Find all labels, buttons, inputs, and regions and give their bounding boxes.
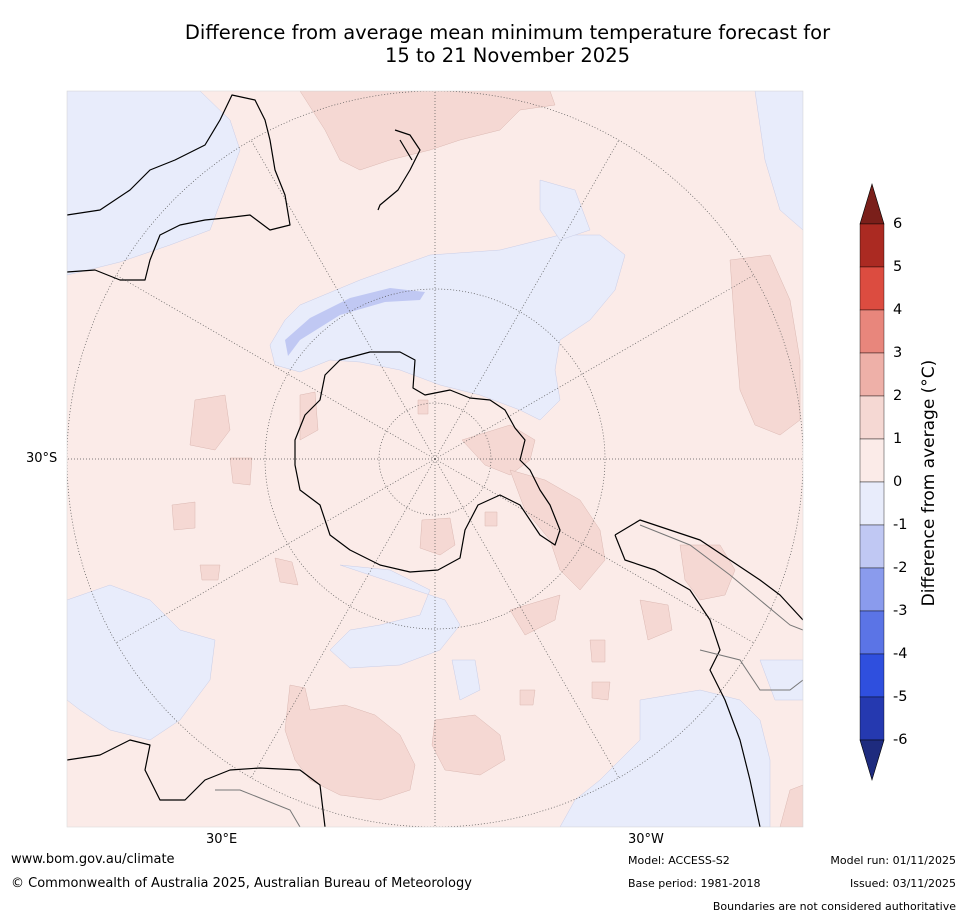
- warm-region-antarctic-east-small: [484, 511, 498, 527]
- new-zealand-coastline: [377, 129, 421, 211]
- australia-coastline: [67, 94, 291, 281]
- warm-region-antarctic-west: [299, 391, 319, 441]
- colorbar-tick-label: -1: [893, 517, 908, 533]
- meridian-240: [434, 458, 755, 644]
- warm-region-antarctic-interior: [419, 517, 456, 556]
- colorbar-tick-label: -5: [893, 689, 908, 705]
- colorbar-tick-label: -3: [893, 603, 908, 619]
- colorbar-tick-label: 5: [893, 259, 903, 275]
- colorbar-bin: [859, 266, 885, 311]
- meridian-30: [250, 139, 436, 460]
- cool-region-southeast-ocean: [539, 179, 591, 241]
- map-title: Difference from average mean minimum tem…: [60, 21, 955, 67]
- south-america-coastline: [614, 519, 803, 827]
- africa-boundary: [215, 789, 301, 827]
- parallel-60s: [264, 288, 606, 630]
- title-line-2: 15 to 21 November 2025: [384, 44, 631, 67]
- cool-band-moderate: [285, 288, 425, 356]
- footer-model-run: Model run: 01/11/2025: [830, 854, 956, 867]
- warm-region-west-small-2: [229, 457, 253, 486]
- colorbar-tick-label: -2: [893, 560, 908, 576]
- cool-region-east-coast: [759, 659, 803, 701]
- colorbar: [859, 182, 885, 782]
- colorbar-tick-label: 4: [893, 302, 903, 318]
- colorbar-tick-label: 2: [893, 388, 903, 404]
- warm-region-west-small-3: [171, 501, 196, 531]
- colorbar-tick-label: -4: [893, 646, 908, 662]
- colorbar-extend-bottom: [859, 739, 885, 782]
- colorbar-bin: [859, 309, 885, 354]
- footer-url: www.bom.gov.au/climate: [11, 852, 175, 867]
- footer-base-period: Base period: 1981-2018: [628, 877, 761, 890]
- lon-label-30e: 30°E: [206, 832, 238, 847]
- warm-region-west-small-5: [274, 557, 299, 586]
- warm-region-north: [299, 91, 556, 171]
- warm-region-peninsula: [461, 424, 536, 476]
- africa-coastline: [67, 739, 326, 827]
- meridian-150: [250, 458, 436, 779]
- colorbar-tick-label: 3: [893, 345, 903, 361]
- cool-region-south-small: [451, 659, 481, 701]
- colorbar-bin: [859, 696, 885, 741]
- cool-anomaly-regions: [67, 91, 803, 827]
- warm-region-south-small-1: [639, 599, 673, 641]
- warm-region-south-large: [284, 684, 416, 801]
- footer-disclaimer: Boundaries are not considered authoritat…: [712, 900, 956, 913]
- parallel-80s: [378, 402, 492, 516]
- colorbar-extend-top: [859, 182, 885, 225]
- meridian-300: [434, 274, 755, 460]
- colorbar-bin: [859, 438, 885, 483]
- colorbar-bin: [859, 610, 885, 655]
- warm-region-south-ocean: [509, 594, 561, 636]
- warm-region-south-center: [431, 714, 506, 776]
- country-boundaries: [215, 524, 803, 827]
- colorbar-bin: [859, 524, 885, 569]
- warm-region-west-small: [189, 394, 231, 451]
- cool-region-southwest: [67, 584, 216, 741]
- warm-region-bottom-right: [779, 784, 803, 827]
- warm-region-antarctic-shelf: [417, 399, 429, 415]
- colorbar-bin: [859, 567, 885, 612]
- colorbar-bin: [859, 481, 885, 526]
- cool-region-northeast: [754, 91, 803, 231]
- colorbar-bin: [859, 395, 885, 440]
- colorbar-tick-label: -6: [893, 732, 908, 748]
- meridian-120: [115, 458, 436, 644]
- colorbar-bin: [859, 223, 885, 268]
- south-america-boundary: [639, 524, 803, 691]
- map-frame: [66, 90, 804, 828]
- cool-region-ring: [269, 234, 626, 421]
- colorbar-tick-label: 0: [893, 474, 903, 490]
- footer-model: Model: ACCESS-S2: [628, 854, 730, 867]
- lon-label-30w: 30°W: [628, 832, 664, 847]
- footer-copyright: © Commonwealth of Australia 2025, Austra…: [11, 876, 472, 891]
- warm-region-east-mid: [679, 544, 736, 601]
- cool-region-south-central: [329, 564, 461, 669]
- coastlines: [67, 94, 803, 827]
- title-line-1: Difference from average mean minimum tem…: [184, 21, 831, 44]
- antarctica-coastline: [294, 351, 561, 573]
- colorbar-label: Difference from average (°C): [919, 359, 939, 607]
- warm-region-east-far: [729, 254, 801, 436]
- warm-region-west-small-4: [199, 564, 221, 581]
- warm-region-south-small-3: [591, 681, 611, 701]
- meridian-210: [434, 458, 620, 779]
- warm-region-south-small-2: [589, 639, 606, 663]
- cool-region-southeast: [559, 689, 771, 827]
- colorbar-tick-label: 1: [893, 431, 903, 447]
- meridian-60: [115, 274, 436, 460]
- meridian-330: [434, 139, 620, 460]
- colorbar-bin: [859, 352, 885, 397]
- colorbar-tick-label: 6: [893, 216, 903, 232]
- colorbar-bin: [859, 653, 885, 698]
- footer-issued: Issued: 03/11/2025: [849, 877, 956, 890]
- graticule: [67, 91, 803, 827]
- warm-region-south-small-4: [519, 689, 536, 706]
- cool-region-northwest: [67, 91, 241, 276]
- lat-label-30s: 30°S: [26, 451, 58, 466]
